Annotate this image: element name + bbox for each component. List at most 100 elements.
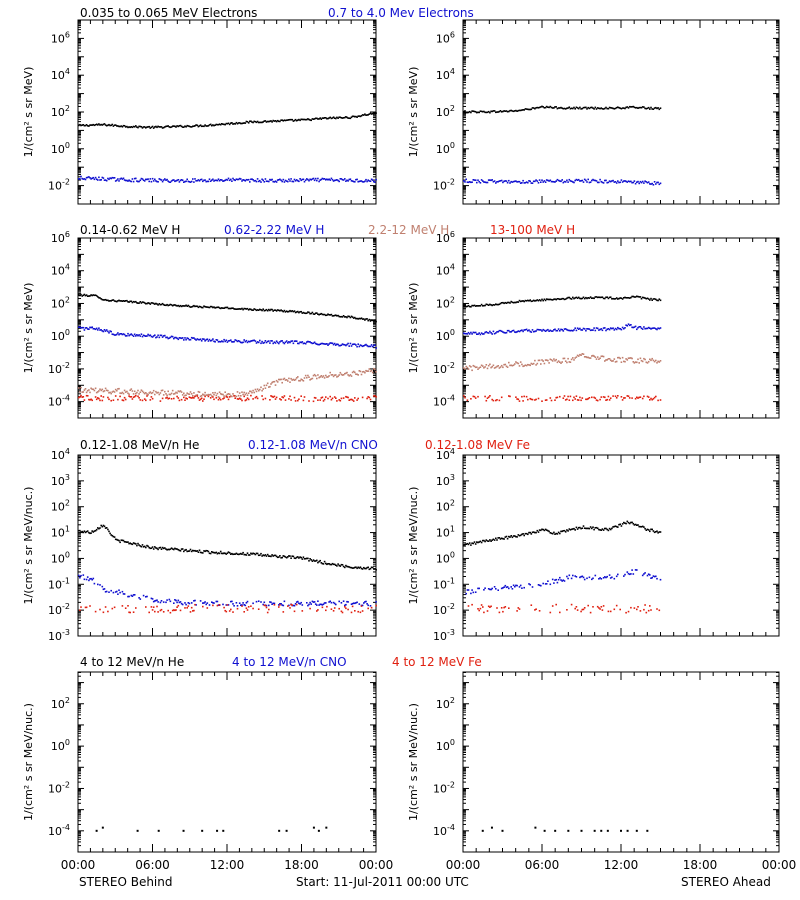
data-point — [112, 177, 115, 179]
data-point — [325, 314, 327, 317]
data-point — [301, 118, 304, 121]
data-point — [175, 391, 177, 394]
data-point — [356, 317, 358, 320]
data-point — [543, 107, 546, 109]
data-point — [245, 607, 248, 609]
data-point — [655, 575, 657, 578]
data-point — [90, 532, 92, 534]
data-point — [179, 337, 182, 339]
data-point — [270, 555, 272, 558]
data-point — [129, 126, 131, 129]
data-point — [364, 371, 366, 374]
data-point — [299, 603, 301, 605]
data-point — [366, 318, 368, 320]
data-point — [240, 604, 242, 606]
data-point — [598, 107, 600, 110]
data-point — [311, 600, 314, 603]
data-point — [510, 109, 512, 112]
data-point — [483, 110, 485, 113]
data-point — [158, 336, 161, 339]
data-point — [550, 532, 553, 535]
data-point — [620, 328, 623, 331]
data-point — [218, 179, 221, 182]
data-point — [236, 605, 239, 607]
data-point — [361, 345, 364, 348]
data-point — [483, 539, 485, 542]
data-point — [486, 610, 489, 612]
data-point — [317, 609, 319, 611]
data-point — [223, 180, 225, 182]
y-tick-label: 10-2 — [433, 361, 455, 376]
data-point — [222, 393, 224, 396]
data-point — [572, 357, 574, 359]
data-point — [146, 178, 148, 181]
data-point — [171, 304, 174, 307]
series-blue — [78, 175, 377, 183]
data-point — [369, 345, 372, 348]
data-point — [511, 110, 514, 112]
data-point — [563, 357, 566, 360]
data-point — [493, 539, 496, 541]
data-point — [605, 296, 607, 299]
data-point — [347, 608, 349, 611]
data-point — [275, 310, 278, 312]
data-point — [632, 522, 635, 525]
data-point — [502, 181, 504, 184]
data-point — [354, 610, 356, 612]
data-point — [189, 611, 192, 613]
data-point — [249, 554, 251, 556]
data-point — [219, 341, 222, 343]
data-point — [138, 125, 140, 128]
data-point — [91, 399, 93, 402]
data-point — [322, 313, 325, 316]
data-point — [505, 302, 508, 304]
data-point — [354, 316, 356, 319]
data-point — [344, 116, 346, 119]
data-point — [180, 602, 183, 605]
data-point — [650, 183, 652, 185]
data-point — [615, 360, 618, 363]
data-point — [211, 601, 213, 603]
data-point — [302, 342, 305, 345]
data-point — [179, 601, 182, 603]
data-point — [463, 395, 465, 397]
data-point — [583, 297, 586, 300]
data-point — [124, 607, 127, 609]
data-point — [650, 528, 652, 531]
data-point — [241, 604, 243, 606]
data-point — [129, 389, 131, 391]
data-point — [181, 126, 184, 128]
y-tick-base: 10 — [48, 180, 62, 193]
data-point — [263, 384, 266, 387]
data-point — [273, 309, 276, 311]
y-tick-exponent: 2 — [450, 104, 455, 113]
data-point — [194, 599, 196, 602]
data-point — [369, 112, 372, 115]
data-point — [101, 176, 104, 179]
data-point — [216, 552, 219, 555]
data-point — [266, 309, 269, 312]
data-point — [367, 604, 369, 607]
data-point — [116, 590, 118, 593]
data-point — [121, 333, 124, 336]
data-point — [592, 354, 594, 357]
y-tick-label: 100 — [51, 141, 70, 156]
data-point — [251, 391, 253, 394]
data-point — [317, 374, 319, 376]
data-point — [639, 180, 642, 183]
data-point — [360, 373, 363, 376]
data-point — [352, 602, 355, 604]
data-point — [350, 315, 353, 318]
data-point — [561, 179, 563, 181]
y-tick-base: 10 — [48, 578, 62, 591]
data-point — [218, 604, 221, 606]
data-point — [192, 337, 194, 339]
data-point — [91, 530, 93, 532]
data-point — [99, 297, 101, 299]
data-point — [147, 333, 149, 336]
data-point — [219, 307, 222, 310]
data-point — [165, 304, 167, 307]
data-point — [531, 329, 534, 331]
y-tick-exponent: -2 — [62, 361, 70, 370]
data-point — [517, 362, 520, 365]
